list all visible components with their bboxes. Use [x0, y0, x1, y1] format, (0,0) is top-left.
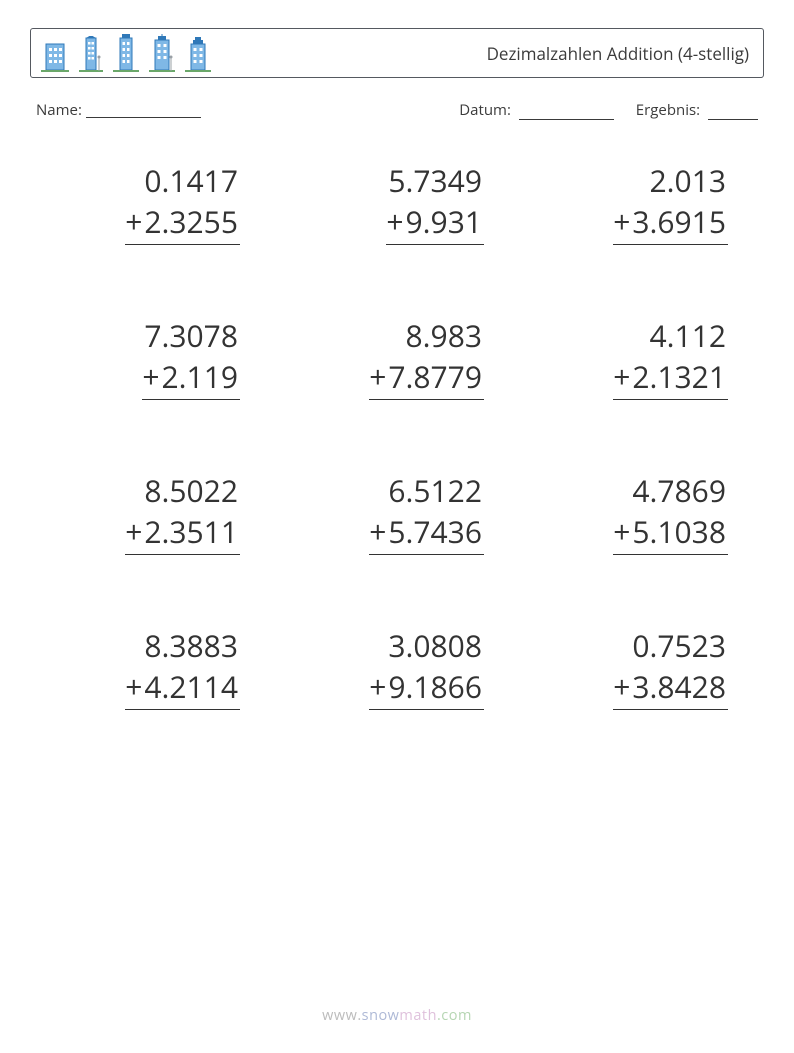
problem: 4.112+2.1321	[554, 315, 728, 400]
problem: 3.0808+9.1866	[310, 625, 484, 710]
operand-b-row: +5.7436	[369, 511, 484, 555]
operand-a: 5.7349	[388, 160, 484, 201]
operator: +	[369, 666, 386, 707]
footer-snow: snow	[362, 1006, 400, 1025]
problem: 7.3078+2.119	[66, 315, 240, 400]
operand-b: 4.2114	[144, 666, 238, 707]
operator: +	[369, 511, 386, 552]
operator: +	[613, 666, 630, 707]
problem: 0.1417+2.3255	[66, 160, 240, 245]
operand-a: 4.7869	[632, 470, 728, 511]
operand-a: 3.0808	[388, 625, 484, 666]
date-label: Datum:	[459, 100, 511, 120]
operand-b: 2.3511	[144, 511, 238, 552]
operand-b: 3.8428	[632, 666, 726, 707]
problem: 5.7349+9.931	[310, 160, 484, 245]
operator: +	[386, 201, 403, 242]
operand-b-row: +7.8779	[369, 356, 484, 400]
problem: 8.3883+4.2114	[66, 625, 240, 710]
operand-b-row: +2.3511	[125, 511, 240, 555]
problems-grid: 0.1417+2.32555.7349+9.9312.013+3.69157.3…	[30, 160, 764, 710]
building-icon	[41, 38, 69, 72]
building-icon	[185, 36, 211, 72]
operand-a: 4.112	[650, 315, 729, 356]
operand-a: 0.7523	[632, 625, 728, 666]
operand-a: 6.5122	[388, 470, 484, 511]
problem: 8.983+7.8779	[310, 315, 484, 400]
operand-a: 0.1417	[144, 160, 240, 201]
problem: 2.013+3.6915	[554, 160, 728, 245]
operand-a: 8.3883	[144, 625, 240, 666]
problem: 6.5122+5.7436	[310, 470, 484, 555]
operand-b-row: +9.1866	[369, 666, 484, 710]
date-blank[interactable]	[519, 105, 614, 120]
operand-a: 7.3078	[144, 315, 240, 356]
operand-b: 5.7436	[388, 511, 482, 552]
operand-b: 9.931	[406, 201, 483, 242]
operand-a: 8.983	[406, 315, 485, 356]
operand-a: 2.013	[650, 160, 729, 201]
problem: 0.7523+3.8428	[554, 625, 728, 710]
name-label: Name:	[36, 100, 82, 120]
footer-com: .com	[437, 1006, 472, 1025]
building-icon	[79, 36, 103, 72]
operator: +	[613, 356, 630, 397]
result-blank[interactable]	[708, 105, 758, 120]
problem: 4.7869+5.1038	[554, 470, 728, 555]
operand-b-row: +2.119	[142, 356, 240, 400]
footer-math: math	[399, 1006, 437, 1025]
result-label: Ergebnis:	[636, 100, 700, 120]
operand-b: 7.8779	[388, 356, 482, 397]
building-icon	[113, 34, 139, 72]
operand-b: 5.1038	[632, 511, 726, 552]
operand-b-row: +2.3255	[125, 201, 240, 245]
operator: +	[125, 666, 142, 707]
operand-a: 8.5022	[144, 470, 240, 511]
worksheet-title: Dezimalzahlen Addition (4-stellig)	[487, 42, 749, 65]
operator: +	[613, 511, 630, 552]
operand-b-row: +4.2114	[125, 666, 240, 710]
footer-url: www.snowmath.com	[0, 1006, 794, 1025]
operand-b-row: +5.1038	[613, 511, 728, 555]
operator: +	[613, 201, 630, 242]
operand-b-row: +2.1321	[613, 356, 728, 400]
operand-b: 2.119	[162, 356, 239, 397]
header-box: Dezimalzahlen Addition (4-stellig)	[30, 28, 764, 78]
operand-b: 3.6915	[632, 201, 726, 242]
operator: +	[142, 356, 159, 397]
building-icon	[149, 34, 175, 72]
operand-b-row: +9.931	[386, 201, 484, 245]
operator: +	[125, 201, 142, 242]
operator: +	[125, 511, 142, 552]
problem: 8.5022+2.3511	[66, 470, 240, 555]
operand-b: 2.3255	[144, 201, 238, 242]
operand-b-row: +3.8428	[613, 666, 728, 710]
operand-b: 2.1321	[632, 356, 726, 397]
operator: +	[369, 356, 386, 397]
operand-b-row: +3.6915	[613, 201, 728, 245]
name-blank[interactable]	[86, 103, 201, 118]
fields-row: Name: Datum: Ergebnis:	[36, 100, 758, 120]
operand-b: 9.1866	[388, 666, 482, 707]
buildings-icon-row	[41, 34, 211, 72]
footer-www: www.	[322, 1006, 362, 1025]
